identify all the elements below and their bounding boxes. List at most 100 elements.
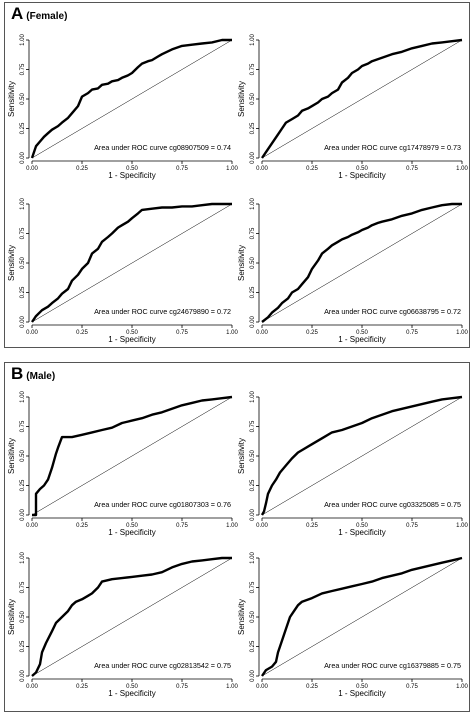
y-tick-label: 0.50	[20, 93, 26, 105]
y-tick-label: 1.00	[250, 552, 256, 564]
auc-label: Area under ROC curve cg02813542 = 0.75	[94, 661, 231, 670]
x-tick-label: 0.25	[306, 166, 318, 172]
y-tick-label: 0.75	[20, 63, 26, 75]
x-axis-title: 1 - Specificity	[338, 171, 386, 180]
y-tick-label: 0.25	[250, 640, 256, 652]
roc-curve	[261, 202, 462, 323]
y-tick-label: 1.00	[20, 198, 26, 210]
x-tick-label: 0.00	[256, 166, 268, 172]
panel-male: B (Male)	[4, 362, 470, 712]
y-tick-label: 0.25	[20, 479, 26, 491]
y-tick-label: 1.00	[20, 391, 26, 403]
x-tick-label: 0.75	[406, 166, 418, 172]
x-axis-title: 1 - Specificity	[338, 335, 386, 344]
x-tick-label: 0.50	[356, 330, 368, 336]
reference-diagonal	[31, 39, 233, 159]
y-axis-title: Sensitivity	[7, 599, 16, 635]
auc-label: Area under ROC curve cg16379885 = 0.75	[324, 661, 461, 670]
x-axis-title: 1 - Specificity	[108, 528, 156, 537]
y-tick-label: 0.00	[20, 152, 26, 164]
x-tick-label: 0.75	[406, 523, 418, 529]
y-tick-label: 0.75	[250, 227, 256, 239]
x-tick-label: 0.00	[26, 523, 38, 529]
y-axis-title: Sensitivity	[7, 438, 16, 474]
y-tick-label: 0.50	[250, 450, 256, 462]
y-tick-label: 0.25	[250, 122, 256, 134]
x-tick-label: 0.00	[26, 330, 38, 336]
roc-curve	[31, 556, 232, 677]
y-tick-label: 1.00	[250, 391, 256, 403]
x-tick-label: 1.00	[226, 330, 238, 336]
reference-diagonal	[261, 203, 463, 323]
x-tick-label: 0.25	[306, 330, 318, 336]
y-tick-label: 0.00	[250, 670, 256, 682]
x-tick-label: 0.75	[406, 684, 418, 690]
y-tick-label: 0.50	[250, 93, 256, 105]
y-axis-title: Sensitivity	[237, 81, 246, 117]
reference-diagonal	[31, 203, 233, 323]
y-tick-label: 1.00	[20, 552, 26, 564]
y-tick-label: 1.00	[20, 34, 26, 46]
x-tick-label: 1.00	[456, 523, 468, 529]
x-tick-label: 0.25	[76, 523, 88, 529]
x-tick-label: 0.00	[26, 684, 38, 690]
y-tick-label: 0.75	[250, 420, 256, 432]
y-axis-title: Sensitivity	[237, 245, 246, 281]
x-axis-title: 1 - Specificity	[338, 689, 386, 698]
auc-label: Area under ROC curve cg01807303 = 0.76	[94, 500, 231, 509]
reference-diagonal	[261, 396, 463, 516]
auc-label: Area under ROC curve cg06638795 = 0.72	[324, 307, 461, 316]
y-tick-label: 0.25	[250, 479, 256, 491]
y-tick-label: 0.00	[20, 316, 26, 328]
x-tick-label: 0.25	[76, 330, 88, 336]
panel-letter: A	[11, 4, 24, 23]
y-tick-label: 0.25	[20, 640, 26, 652]
roc-chart: 0.00 0.25 0.50 0.75 1.00 0.00 0.25 0.50 0.75 1.00…	[7, 198, 238, 344]
y-axis-title: Sensitivity	[237, 599, 246, 635]
auc-label: Area under ROC curve cg03325085 = 0.75	[324, 500, 461, 509]
reference-diagonal	[261, 39, 463, 159]
x-tick-label: 0.25	[76, 684, 88, 690]
panel-a-header: A (Female)	[11, 4, 67, 24]
y-tick-label: 0.00	[250, 152, 256, 164]
y-tick-label: 0.00	[20, 670, 26, 682]
roc-curve	[261, 38, 463, 159]
roc-curve	[31, 202, 232, 323]
y-tick-label: 0.00	[20, 509, 26, 521]
x-tick-label: 0.75	[406, 330, 418, 336]
panel-letter: B	[11, 364, 24, 383]
x-tick-label: 0.00	[256, 684, 268, 690]
x-axis-title: 1 - Specificity	[108, 689, 156, 698]
x-tick-label: 1.00	[456, 684, 468, 690]
x-axis-title: 1 - Specificity	[338, 528, 386, 537]
reference-diagonal	[31, 396, 233, 516]
x-tick-label: 0.50	[356, 166, 368, 172]
reference-diagonal	[31, 557, 233, 677]
x-tick-label: 1.00	[226, 166, 238, 172]
x-tick-label: 0.25	[306, 684, 318, 690]
roc-curve	[32, 395, 233, 517]
x-tick-label: 1.00	[226, 684, 238, 690]
y-axis-title: Sensitivity	[7, 81, 16, 117]
y-tick-label: 0.75	[20, 227, 26, 239]
roc-curve	[30, 38, 232, 159]
roc-chart: 0.00 0.25 0.50 0.75 1.00 0.00 0.25 0.50 0.75 1.00…	[237, 198, 468, 344]
y-tick-label: 0.75	[250, 63, 256, 75]
roc-chart: 0.00 0.25 0.50 0.75 1.00 0.00 0.25 0.50 0.75 1.00…	[7, 34, 238, 180]
y-tick-label: 0.75	[20, 581, 26, 593]
auc-label: Area under ROC curve cg17478979 = 0.73	[324, 143, 461, 152]
x-tick-label: 0.50	[126, 330, 138, 336]
y-tick-label: 1.00	[250, 198, 256, 210]
x-tick-label: 0.00	[256, 330, 268, 336]
x-tick-label: 0.50	[126, 684, 138, 690]
panel-subtitle: (Female)	[26, 11, 68, 22]
y-tick-label: 0.00	[250, 316, 256, 328]
roc-chart: 0.00 0.25 0.50 0.75 1.00 0.00 0.25 0.50 0.75 1.00…	[237, 552, 468, 698]
y-axis-title: Sensitivity	[7, 245, 16, 281]
y-tick-label: 0.25	[250, 286, 256, 298]
x-tick-label: 0.00	[256, 523, 268, 529]
y-tick-label: 0.00	[250, 509, 256, 521]
auc-label: Area under ROC curve cg08907509 = 0.74	[94, 143, 231, 152]
x-axis-title: 1 - Specificity	[108, 335, 156, 344]
roc-chart: 0.00 0.25 0.50 0.75 1.00 0.00 0.25 0.50 0.75 1.00…	[237, 34, 468, 180]
